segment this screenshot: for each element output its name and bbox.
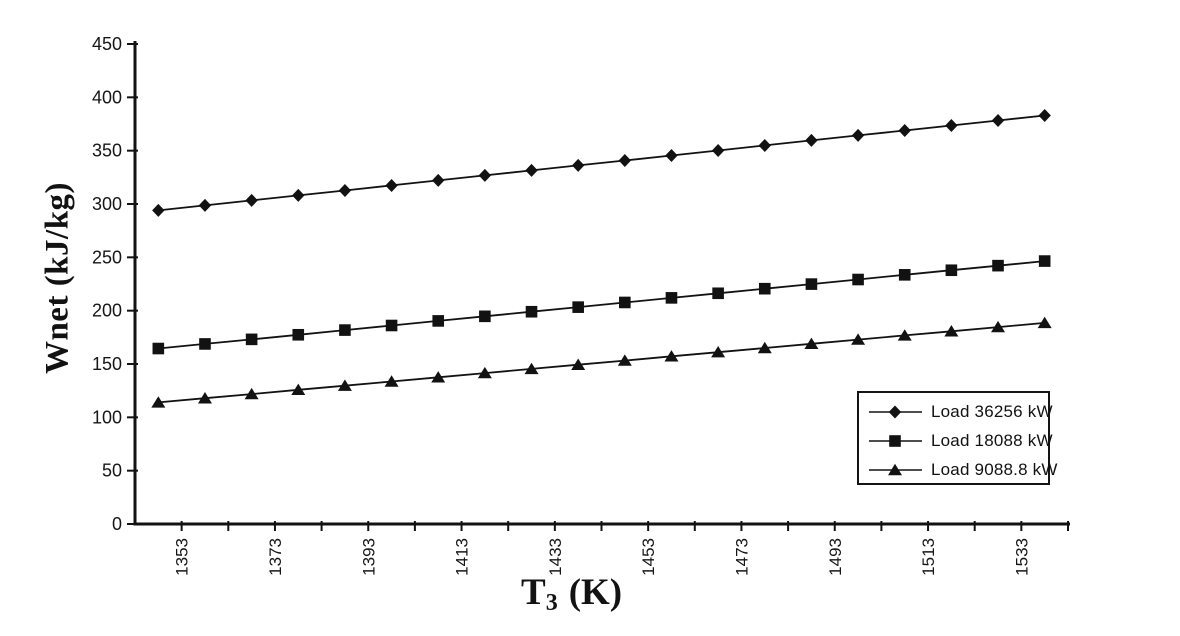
legend: Load 36256 kW Load 18088 kW Load 9088.8 … [857,391,1057,485]
svg-text:1353: 1353 [173,538,192,576]
svg-text:250: 250 [92,247,122,267]
svg-text:1493: 1493 [826,538,845,576]
y-axis-title: Wnet (kJ/kg) [39,181,76,375]
legend-item: Load 9088.8 kW [868,455,1057,484]
svg-text:1373: 1373 [266,538,285,576]
svg-text:1393: 1393 [359,538,378,576]
svg-text:1473: 1473 [732,538,751,576]
legend-marker-square-icon [869,434,922,447]
svg-text:1513: 1513 [919,538,938,576]
svg-text:100: 100 [92,407,122,427]
svg-text:450: 450 [92,34,122,54]
legend-item: Load 36256 kW [868,397,1052,426]
svg-text:0: 0 [112,514,122,534]
svg-text:350: 350 [92,141,122,161]
svg-text:200: 200 [92,301,122,321]
svg-text:1533: 1533 [1012,538,1031,576]
legend-marker-triangle-icon [869,463,922,475]
legend-item-label: Load 36256 kW [931,401,1053,421]
x-axis-subscript: 3 [545,590,558,616]
svg-text:1433: 1433 [546,538,565,576]
svg-text:1413: 1413 [453,538,472,576]
x-axis-title: T 3 (K) [521,574,622,615]
svg-text:300: 300 [92,194,122,214]
svg-text:400: 400 [92,87,122,107]
svg-text:150: 150 [92,354,122,374]
svg-text:1453: 1453 [639,538,658,576]
x-axis-unit: (K) [568,572,623,613]
legend-marker-diamond-icon [869,405,922,418]
x-axis-symbol: T [521,572,546,613]
legend-item-label: Load 18088 kW [931,430,1053,450]
svg-text:50: 50 [102,461,122,481]
legend-item-label: Load 9088.8 kW [931,459,1058,479]
legend-item: Load 18088 kW [868,426,1052,455]
